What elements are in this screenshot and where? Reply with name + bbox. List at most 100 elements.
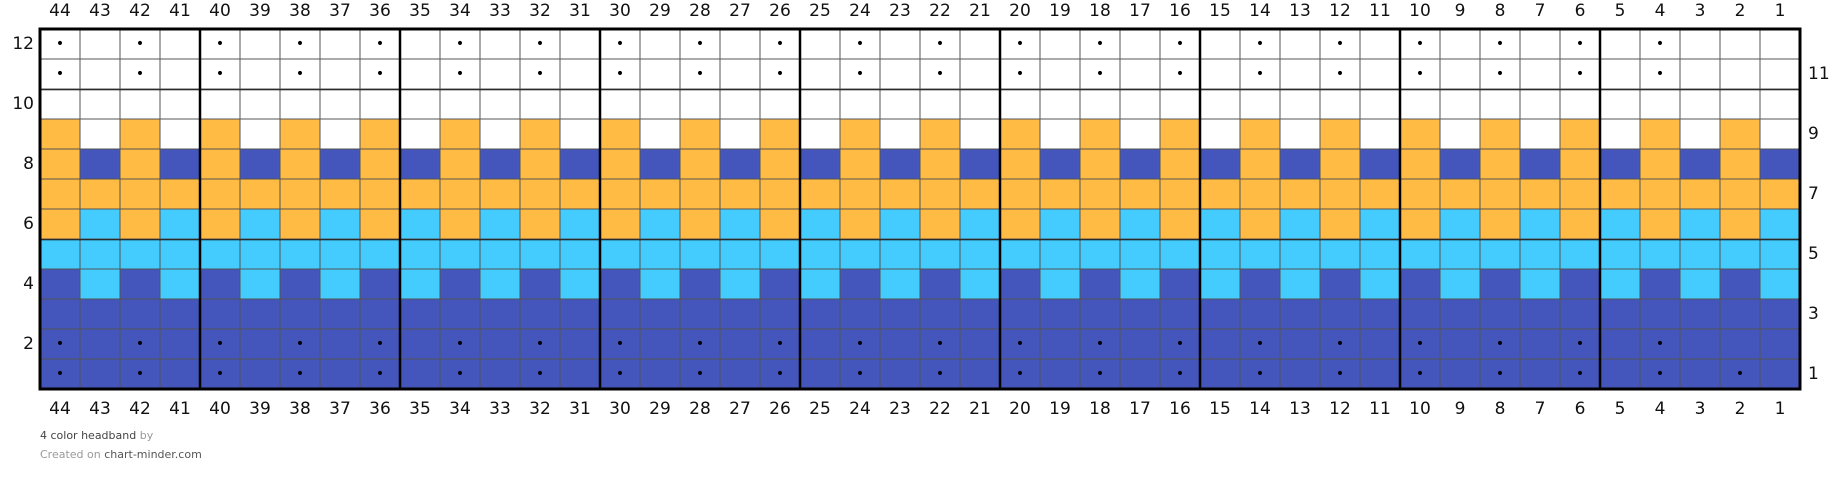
cell	[1719, 328, 1761, 360]
cell	[439, 238, 481, 270]
cell	[1359, 358, 1401, 390]
cell	[1759, 208, 1801, 240]
column-number: 34	[449, 1, 471, 21]
cell	[359, 298, 401, 330]
column-number: 39	[249, 1, 271, 21]
cell	[959, 58, 1001, 90]
cell	[559, 178, 601, 210]
column-number: 40	[209, 399, 231, 419]
column-number: 9	[1455, 1, 1466, 21]
cell	[199, 178, 241, 210]
stitch-symbol: •	[1496, 36, 1504, 52]
stitch-symbol: •	[1256, 336, 1264, 352]
cell	[1759, 58, 1801, 90]
stitch-symbol: •	[56, 36, 64, 52]
cell	[1199, 58, 1241, 90]
cell	[679, 118, 721, 150]
stitch-symbol: •	[776, 336, 784, 352]
stitch-symbol: •	[1416, 36, 1424, 52]
footer-by: by	[140, 429, 154, 442]
stitch-symbol: •	[136, 66, 144, 82]
cell	[879, 28, 921, 60]
column-number: 18	[1089, 399, 1111, 419]
cell	[479, 298, 521, 330]
cell	[199, 298, 241, 330]
column-number: 4	[1655, 399, 1666, 419]
stitch-symbol: •	[616, 36, 624, 52]
cell	[1519, 58, 1561, 90]
cell	[1519, 88, 1561, 120]
cell	[319, 268, 361, 300]
cell	[999, 298, 1041, 330]
stitch-symbol: •	[456, 66, 464, 82]
cell	[1239, 328, 1281, 360]
cell	[519, 58, 561, 90]
column-number: 25	[809, 399, 831, 419]
cell	[239, 358, 281, 390]
cell	[119, 298, 161, 330]
cell	[519, 268, 561, 300]
cell	[559, 358, 601, 390]
stitch-symbol: •	[696, 366, 704, 382]
cell	[1399, 238, 1441, 270]
cell	[399, 58, 441, 90]
cell	[679, 148, 721, 180]
cell	[519, 298, 561, 330]
column-number: 43	[89, 1, 111, 21]
cell	[119, 58, 161, 90]
cell	[1479, 238, 1521, 270]
column-number: 38	[289, 1, 311, 21]
cell	[1639, 238, 1681, 270]
cell	[719, 238, 761, 270]
cell	[239, 88, 281, 120]
cell	[759, 178, 801, 210]
cell	[1559, 58, 1601, 90]
cell	[239, 298, 281, 330]
cell	[599, 88, 641, 120]
cell	[359, 28, 401, 60]
cell	[719, 88, 761, 120]
cell	[879, 208, 921, 240]
cell	[1359, 178, 1401, 210]
stitch-symbol: •	[616, 366, 624, 382]
cell	[239, 118, 281, 150]
cell	[479, 328, 521, 360]
stitch-symbol: •	[296, 36, 304, 52]
column-number: 26	[769, 399, 791, 419]
stitch-symbol: •	[936, 366, 944, 382]
cell	[39, 118, 81, 150]
cell	[1479, 358, 1521, 390]
cell	[439, 148, 481, 180]
cell	[559, 268, 601, 300]
cell	[559, 298, 601, 330]
cell	[399, 268, 441, 300]
cell	[79, 178, 121, 210]
cell	[119, 238, 161, 270]
cell	[799, 178, 841, 210]
cell	[799, 238, 841, 270]
column-number: 14	[1249, 1, 1271, 21]
cell	[839, 58, 881, 90]
cell	[1359, 148, 1401, 180]
cell	[519, 148, 561, 180]
stitch-symbol: •	[1416, 336, 1424, 352]
cell	[1399, 268, 1441, 300]
column-number: 19	[1049, 1, 1071, 21]
cell	[159, 268, 201, 300]
cell	[119, 148, 161, 180]
cell	[79, 238, 121, 270]
cell	[999, 28, 1041, 60]
cell	[39, 88, 81, 120]
stitch-symbol: •	[1096, 36, 1104, 52]
cell	[1119, 208, 1161, 240]
column-number: 27	[729, 1, 751, 21]
cell	[1719, 118, 1761, 150]
column-number: 10	[1409, 399, 1431, 419]
cell	[799, 358, 841, 390]
stitch-symbol: •	[296, 366, 304, 382]
cell	[1199, 208, 1241, 240]
cell	[519, 178, 561, 210]
cell	[1119, 178, 1161, 210]
cell	[479, 118, 521, 150]
